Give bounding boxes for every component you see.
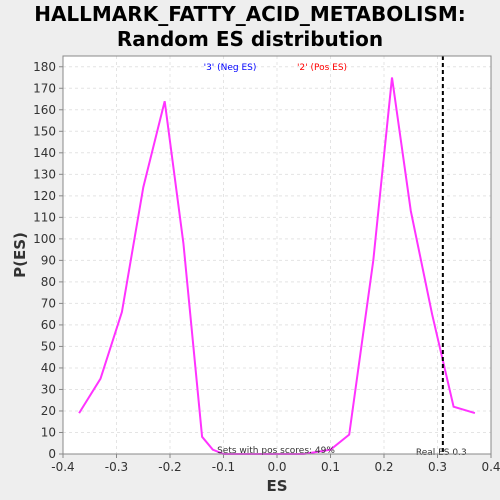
y-tick-label: 150 [33, 124, 56, 138]
x-tick-label: 0.1 [321, 460, 340, 474]
x-axis: -0.4 -0.3 -0.2 -0.1 0.0 0.1 0.2 0.3 0.4 [51, 454, 500, 474]
x-tick-label: 0.3 [428, 460, 447, 474]
x-axis-label: ES [266, 477, 287, 495]
y-axis: 0 10 20 30 40 50 60 70 80 90 100 110 120 130 140 150 160… [33, 60, 63, 461]
y-tick-label: 130 [33, 167, 56, 181]
y-tick-label: 160 [33, 103, 56, 117]
y-tick-label: 100 [33, 232, 56, 246]
chart-title-line2: Random ES distribution [116, 27, 384, 51]
chart-title-line1: HALLMARK_FATTY_ACID_METABOLISM: [34, 2, 466, 26]
legend-neg-es: '3' (Neg ES) [204, 63, 257, 73]
x-tick-label: -0.1 [212, 460, 235, 474]
x-tick-label: 0.4 [481, 460, 500, 474]
pos-scores-text: Sets with pos scores: 49% [217, 446, 335, 456]
y-tick-label: 20 [41, 404, 56, 418]
plot-border [62, 55, 492, 455]
legend-pos-es: '2' (Pos ES) [297, 63, 347, 73]
y-tick-label: 170 [33, 81, 56, 95]
grid [62, 56, 492, 455]
y-tick-label: 90 [41, 253, 56, 267]
x-tick-label: 0.2 [374, 460, 393, 474]
y-tick-label: 50 [41, 339, 56, 353]
y-tick-label: 0 [48, 447, 56, 461]
y-axis-label: P(ES) [11, 232, 29, 278]
chart-title: HALLMARK_FATTY_ACID_METABOLISM: Random E… [0, 2, 500, 52]
y-tick-label: 180 [33, 60, 56, 74]
y-tick-label: 60 [41, 318, 56, 332]
x-tick-label: 0.0 [267, 460, 286, 474]
x-tick-label: -0.2 [158, 460, 181, 474]
real-es-text: Real ES 0.3 [416, 448, 467, 458]
x-tick-label: -0.4 [51, 460, 74, 474]
y-tick-label: 10 [41, 425, 56, 439]
y-tick-label: 40 [41, 361, 56, 375]
x-tick-label: -0.3 [105, 460, 128, 474]
y-tick-label: 80 [41, 275, 56, 289]
y-tick-label: 140 [33, 146, 56, 160]
y-tick-label: 70 [41, 296, 56, 310]
y-tick-label: 120 [33, 189, 56, 203]
y-tick-label: 110 [33, 210, 56, 224]
y-tick-label: 30 [41, 382, 56, 396]
